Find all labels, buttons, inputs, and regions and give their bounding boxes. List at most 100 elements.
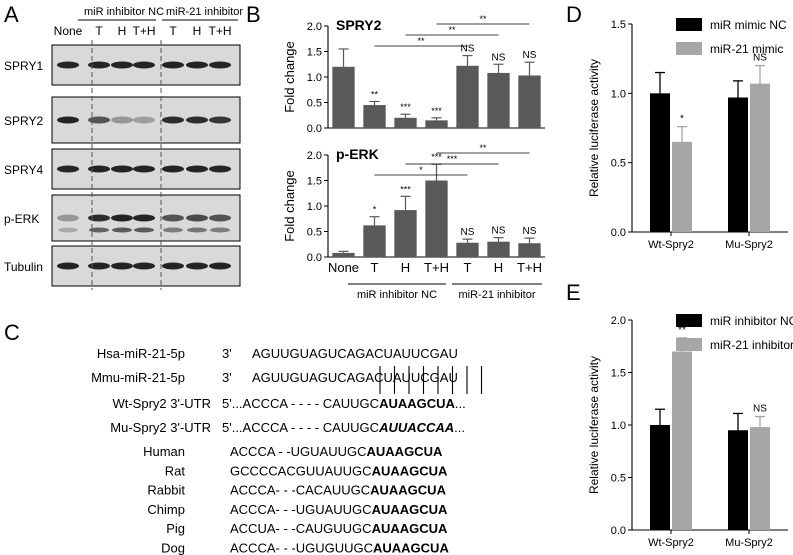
- bar: [332, 252, 355, 257]
- y-tick-label: 0.5: [611, 158, 626, 170]
- y-tick-label: 1.5: [611, 368, 626, 380]
- bar: [394, 210, 417, 257]
- y-tick-label: 0.0: [307, 123, 322, 135]
- significance-label: NS: [753, 404, 767, 415]
- bracket-label: *: [419, 165, 423, 175]
- species-sequence: ACCUA- - -CAUGUUGCAUAAGCUA: [230, 521, 448, 536]
- bar: [728, 97, 748, 232]
- significance-label: *: [373, 205, 377, 215]
- panel-letter-e: E: [566, 280, 581, 305]
- blot-group-label-inhibitor: miR-21 inhibitor: [166, 6, 243, 18]
- blot-band: [88, 262, 110, 270]
- y-tick-label: 1.5: [307, 47, 322, 59]
- blot-band: [162, 165, 184, 173]
- group-label-nc: miR inhibitor NC: [357, 289, 437, 301]
- blot-band: [209, 262, 231, 270]
- blot-band: [57, 262, 79, 270]
- bracket-label: **: [448, 25, 456, 35]
- panel-letter-b: B: [246, 2, 261, 27]
- x-tick-label: Wt-Spry2: [648, 239, 694, 251]
- blot-band: [162, 61, 184, 69]
- y-tick-label: 0.5: [307, 98, 322, 110]
- bar: [672, 141, 692, 232]
- y-tick-label: 1.0: [611, 88, 626, 100]
- y-tick-label: 1.0: [307, 72, 322, 84]
- species-sequence: ACCCA- - -UGUAUUGCAUAAGCUA: [230, 502, 448, 517]
- lane-label: H: [118, 24, 127, 38]
- x-tick-label: T: [371, 260, 379, 275]
- blot-group-label-nc: miR inhibitor NC: [84, 6, 164, 18]
- blot-band: [88, 61, 110, 69]
- blot-band: [57, 214, 79, 222]
- luciferase-inhibitor-chart: 0.0 0.5 1.0 1.5 2.0 Relative luciferase activ…: [587, 314, 793, 549]
- species-label: Human: [143, 444, 185, 459]
- bracket-label: **: [417, 36, 425, 46]
- significance-label: NS: [492, 52, 506, 63]
- significance-label: ***: [400, 184, 411, 194]
- group-label-inhibitor: miR-21 inhibitor: [458, 289, 535, 301]
- sequence-alignment-panel: Hsa-miR-21-5p 3' AGUUGUAGUCAGACUAUUCGAU Mmu…: [91, 346, 483, 555]
- panel-letter-d: D: [566, 2, 582, 27]
- x-tick-label: T: [464, 260, 472, 275]
- mirna-prime: 3': [222, 346, 232, 361]
- bar: [456, 242, 479, 257]
- species-sequence: ACCCA- - -UGUGUUGCAUAAGCUA: [230, 541, 449, 555]
- species-sequence: ACCCA - -UGUAUUGCAUAAGCUA: [230, 444, 443, 459]
- species-label: Rabbit: [147, 483, 185, 498]
- blot-row-label: p-ERK: [4, 212, 39, 226]
- legend-label: miR-21 inhibitor: [710, 338, 793, 352]
- blot-band: [133, 61, 155, 69]
- blot-band: [57, 116, 79, 124]
- blot-band: [88, 165, 110, 173]
- mirna-sequence: AGUUGUAGUCAGACUAUUCGAU: [252, 346, 458, 361]
- lane-label: T+H: [208, 24, 231, 38]
- seed-site: AUAAGCUA: [367, 444, 443, 459]
- species-sequence: ACCCA- - -CACAUUGCAUAAGCUA: [230, 483, 447, 498]
- legend-label: miR-21 mimic: [710, 42, 783, 56]
- y-axis-label: Fold change: [282, 41, 297, 113]
- blot-band: [186, 61, 208, 69]
- blot-band-lower: [187, 227, 207, 233]
- utr-sequence: 5'...ACCCA - - - - CAUUGCAUAAGCUA...: [222, 396, 466, 411]
- blot-band-lower: [134, 227, 154, 233]
- lane-label: T: [95, 24, 103, 38]
- blot-row: SPRY2: [4, 96, 241, 144]
- significance-label: *: [680, 114, 684, 125]
- bar: [518, 75, 541, 128]
- y-axis-label: Relative luciferase activity: [587, 59, 601, 197]
- chart-title: p-ERK: [336, 146, 379, 162]
- blot-band: [209, 61, 231, 69]
- blot-band-lower: [163, 227, 183, 233]
- bar: [650, 425, 670, 530]
- blot-band: [162, 116, 184, 124]
- x-tick-label: T+H: [424, 260, 449, 275]
- western-blot-panel: miR inhibitor NC miR-21 inhibitor None T H…: [4, 6, 243, 290]
- blot-band: [186, 214, 208, 222]
- blot-band: [133, 214, 155, 222]
- blot-membrane: [51, 96, 241, 144]
- significance-label: NS: [461, 227, 475, 238]
- blot-row-label: SPRY2: [4, 114, 43, 128]
- y-axis-label: Relative luciferase activity: [587, 356, 601, 494]
- blot-row: SPRY1: [4, 44, 241, 86]
- blot-band-lower: [89, 227, 109, 233]
- bracket-label: **: [479, 14, 487, 24]
- blot-band: [88, 214, 110, 222]
- legend-label: miR mimic NC: [710, 18, 787, 32]
- bar: [394, 117, 417, 128]
- bar: [728, 430, 748, 530]
- panel-letter-c: C: [4, 320, 20, 345]
- species-label: Chimp: [147, 502, 185, 517]
- species-label: Pig: [166, 521, 185, 536]
- blot-band: [209, 165, 231, 173]
- bar: [650, 93, 670, 232]
- y-tick-label: 1.5: [611, 19, 626, 31]
- significance-label: NS: [753, 53, 767, 64]
- bar: [425, 180, 448, 257]
- significance-label: NS: [523, 226, 537, 237]
- seed-site: AUAAGCUA: [372, 463, 448, 478]
- x-tick-label: H: [401, 260, 410, 275]
- blot-band: [111, 61, 133, 69]
